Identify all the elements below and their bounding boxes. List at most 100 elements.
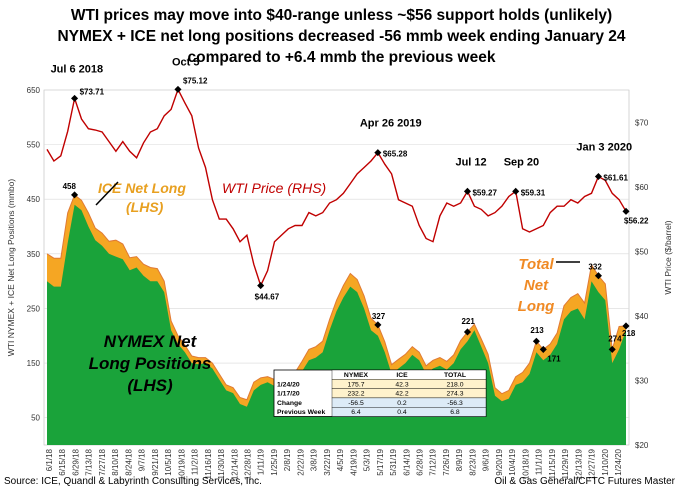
- y2-axis-title: WTI Price ($/barrel): [663, 220, 673, 294]
- nymex-label-2: Long Positions: [89, 354, 212, 373]
- position-value-label: 458: [63, 182, 77, 191]
- title-line-1: WTI prices may move into $40-range unles…: [70, 7, 613, 24]
- wti-series-label: WTI Price (RHS): [222, 180, 326, 196]
- position-marker: [622, 322, 630, 330]
- position-value-label: 218: [622, 329, 636, 338]
- price-value-label: $44.67: [255, 293, 280, 302]
- y2-tick-label: $30: [635, 376, 649, 385]
- table-cell: 0.2: [397, 400, 407, 407]
- x-tick-label: 2/22/19: [296, 448, 305, 475]
- x-tick-label: 1/10/20: [601, 448, 610, 475]
- x-tick-label: 9/6/19: [482, 448, 491, 471]
- x-tick-label: 12/27/19: [588, 448, 597, 480]
- y2-tick-label: $70: [635, 118, 649, 127]
- table-cell: 0.4: [397, 409, 407, 416]
- y-axis-title: WTI NYMEX + ICE Net Long Positions (mmbo…: [6, 179, 16, 357]
- x-tick-label: 10/5/18: [164, 448, 173, 475]
- y-tick-label: 150: [27, 359, 41, 368]
- x-tick-label: 5/31/19: [389, 448, 398, 475]
- x-tick-label: 4/5/19: [336, 448, 345, 471]
- price-marker: [594, 172, 602, 181]
- price-value-label: $61.61: [603, 173, 628, 182]
- price-marker: [622, 207, 630, 215]
- axes: 50 150 250 350 450 550 650 $20 $30 $40 $50 $60 $70 6/…: [6, 86, 673, 480]
- total-outline: [46, 194, 627, 401]
- position-value-label: 221: [461, 317, 475, 326]
- x-tick-label: 6/1/18: [45, 448, 54, 471]
- price-marker: [374, 149, 382, 157]
- y-tick-label: 450: [27, 195, 41, 204]
- x-tick-label: 8/10/18: [111, 448, 120, 475]
- table-cell: 232.2: [347, 391, 364, 398]
- y-tick-label: 50: [31, 414, 40, 423]
- y-tick-label: 350: [27, 250, 41, 259]
- price-date-label: Jan 3 2020: [576, 141, 632, 153]
- x-tick-label: 7/12/19: [429, 448, 438, 475]
- table-cell: 274.3: [446, 391, 463, 398]
- price-value-label: $73.71: [80, 87, 105, 96]
- x-tick-label: 6/15/18: [58, 448, 67, 475]
- position-marker: [463, 328, 471, 336]
- title-line-3: compared to +6.4 mmb the previous week: [187, 49, 496, 66]
- price-value-label: $59.27: [472, 188, 497, 197]
- x-tick-label: 3/22/19: [323, 448, 332, 475]
- x-tick-label: 9/20/19: [495, 448, 504, 475]
- table-header: ICE: [396, 372, 408, 379]
- x-tick-label: 10/4/19: [508, 448, 517, 475]
- x-tick-label: 11/2/18: [191, 448, 200, 475]
- wti-line-group: [46, 87, 627, 288]
- position-value-label: 171: [547, 354, 561, 363]
- table-cell: 1/24/20: [277, 381, 300, 388]
- x-tick-label: 1/11/19: [257, 448, 266, 475]
- table-cell: Change: [277, 400, 302, 407]
- footer-source: Source: ICE, Quandl & Labyrinth Consulti…: [4, 476, 262, 487]
- positions-table: NYMEX ICE TOTAL 1/24/20 175.7 42.3 218.0 1/17/2…: [273, 369, 487, 417]
- x-tick-label: 7/13/18: [85, 448, 94, 475]
- ice-series-label: ICE Net Long: [98, 180, 186, 196]
- y2-tick-label: $50: [635, 247, 649, 256]
- table-cell: 6.4: [351, 409, 361, 416]
- x-tick-label: 12/14/18: [230, 448, 239, 480]
- x-tick-label: 2/8/19: [283, 448, 292, 471]
- x-tick-label: 9/21/18: [151, 448, 160, 475]
- x-tick-label: 5/3/19: [363, 448, 372, 471]
- price-value-label: $65.28: [383, 150, 408, 159]
- total-label-2: Net: [524, 277, 549, 294]
- position-value-label: 274: [608, 334, 622, 343]
- table-cell: 42.2: [395, 391, 408, 398]
- x-tick-label: 11/15/19: [548, 448, 557, 479]
- x-tick-label: 9/7/18: [138, 448, 147, 471]
- nymex-label-1: NYMEX Net: [104, 332, 198, 351]
- price-date-label: Jul 12: [455, 156, 486, 168]
- price-date-label: Oct 5: [172, 56, 200, 68]
- x-tick-label: 12/28/18: [243, 448, 252, 480]
- price-value-label: $56.22: [624, 216, 649, 225]
- price-marker: [463, 187, 471, 195]
- x-tick-label: 8/9/19: [455, 448, 464, 471]
- price-marker: [512, 187, 520, 195]
- price-date-label: Jul 6 2018: [51, 63, 104, 75]
- table-row: [331, 407, 487, 417]
- footer-right: Oil & Gas General/CFTC Futures Master: [494, 476, 675, 487]
- x-tick-label: 10/18/19: [521, 448, 530, 480]
- y-tick-label: 550: [27, 141, 41, 150]
- x-tick-label: 6/28/19: [416, 448, 425, 475]
- price-marker: [174, 85, 182, 93]
- position-marker: [374, 321, 382, 329]
- total-label-3: Long: [518, 298, 555, 315]
- table-cell: 1/17/20: [277, 391, 300, 398]
- position-value-label: 327: [372, 312, 386, 321]
- price-date-label: Apr 26 2019: [360, 118, 422, 130]
- x-tick-label: 8/23/19: [468, 448, 477, 475]
- price-date-label: Sep 20: [504, 156, 539, 168]
- y-tick-label: 250: [27, 304, 41, 313]
- y2-tick-label: $60: [635, 183, 649, 192]
- table-header: NYMEX: [344, 372, 369, 379]
- table-cell: 42.3: [395, 381, 408, 388]
- table-cell: 218.0: [446, 381, 463, 388]
- position-marker: [532, 337, 540, 345]
- table-cell: Previous Week: [277, 409, 325, 416]
- table-header: TOTAL: [444, 372, 466, 379]
- ice-arrow: [95, 181, 119, 206]
